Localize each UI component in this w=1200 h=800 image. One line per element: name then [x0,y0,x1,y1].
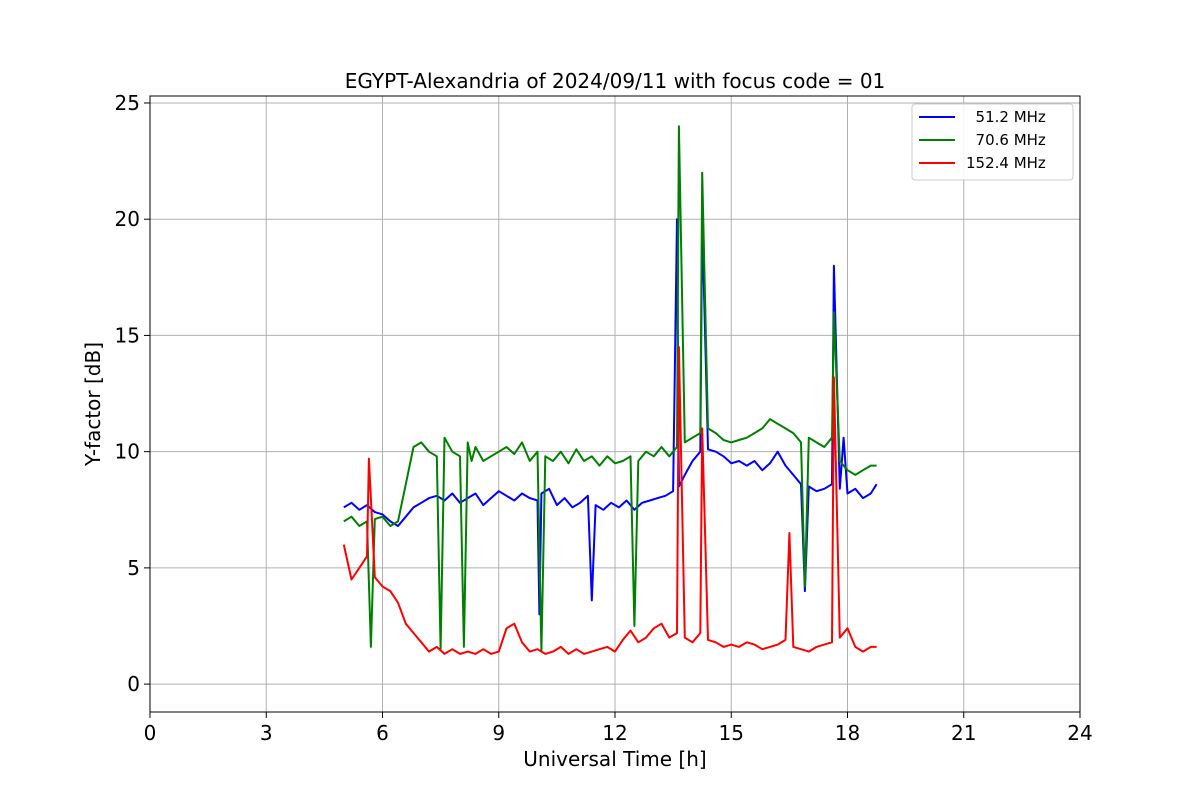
y-axis-label: Y-factor [dB] [81,342,105,467]
x-axis-ticks: 0 3 6 9 12 15 18 21 24 [144,712,1093,745]
x-tick-label: 18 [835,721,860,745]
legend-entry-2: 152.4 MHz [966,154,1046,172]
y-tick-label: 5 [127,556,140,580]
legend-box [911,103,1074,181]
y-tick-label: 10 [115,440,140,464]
x-tick-label: 0 [144,721,157,745]
series-line-1 [343,125,877,653]
plot-area [342,125,878,655]
x-tick-label: 6 [376,721,389,745]
y-tick-label: 0 [127,672,140,696]
x-tick-label: 21 [951,721,976,745]
legend-entry-0: 51.2 MHz [966,108,1046,126]
x-tick-label: 9 [492,721,505,745]
legend: 51.2 MHz 70.6 MHz 152.4 MHz [911,103,1074,181]
x-tick-label: 3 [260,721,273,745]
series-line-2 [342,346,877,655]
y-axis-ticks: 0 5 10 15 20 25 [115,91,150,696]
x-tick-label: 15 [719,721,744,745]
chart-title: EGYPT-Alexandria of 2024/09/11 with focu… [345,69,886,93]
x-tick-label: 12 [602,721,627,745]
series-lines [342,125,878,655]
x-tick-label: 24 [1067,721,1092,745]
y-tick-label: 20 [115,207,140,231]
y-tick-label: 15 [115,323,140,347]
x-axis-label: Universal Time [h] [523,747,706,771]
legend-entry-1: 70.6 MHz [966,131,1046,149]
y-tick-label: 25 [115,91,140,115]
